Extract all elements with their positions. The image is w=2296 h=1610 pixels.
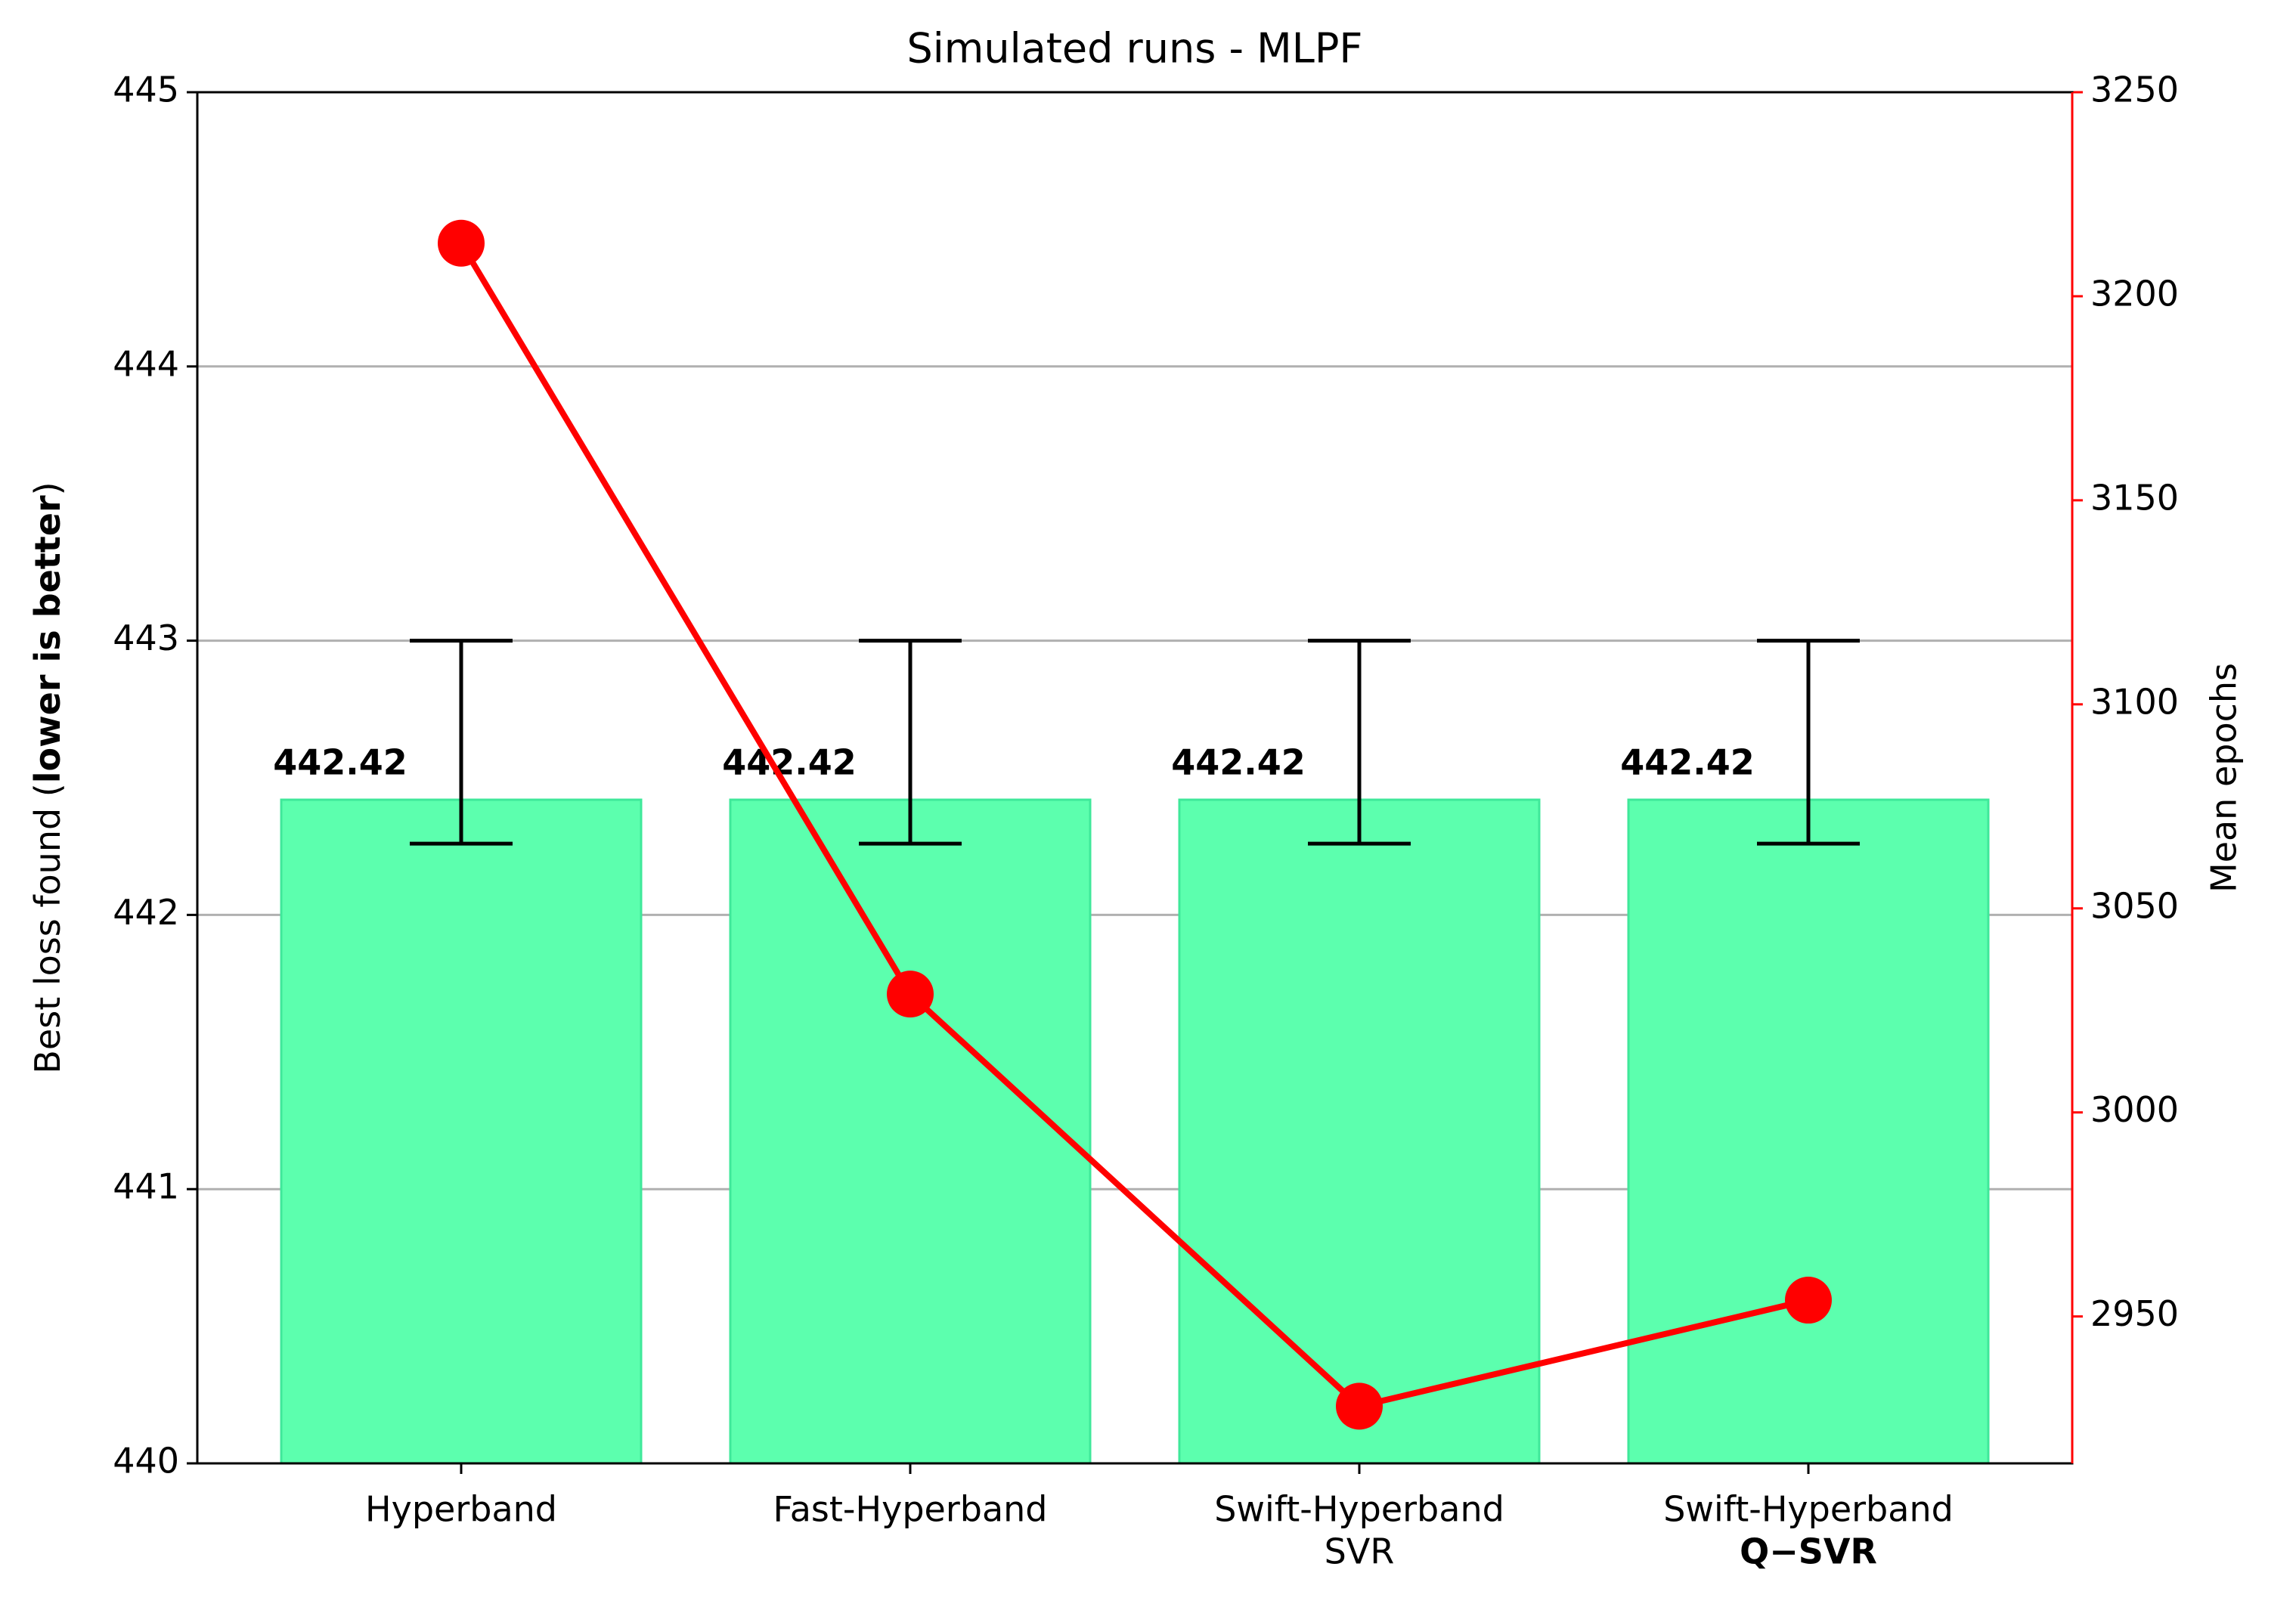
y2-tick-label: 3050 (2090, 885, 2179, 926)
bar (280, 798, 643, 1465)
y-tick-label: 441 (113, 1166, 179, 1207)
bar (729, 798, 1092, 1465)
x-tick-label: Swift-Hyperband (1214, 1489, 1504, 1530)
x-tick-sublabel: Q−SVR (1740, 1531, 1877, 1572)
chart-title: Simulated runs - MLPF (907, 25, 1363, 73)
y2-tick-label: 3200 (2090, 273, 2179, 314)
y2-tick-label: 3250 (2090, 70, 2179, 110)
y2-tick-label: 3000 (2090, 1089, 2179, 1130)
marker (1785, 1277, 1832, 1324)
marker (438, 219, 485, 267)
y-label-start: Best loss found ( (27, 783, 68, 1073)
line (458, 241, 1809, 1410)
y2-axis-label: Mean epochs (2204, 663, 2245, 893)
x-tick-sublabel: SVR (1325, 1531, 1395, 1572)
bar (1178, 798, 1541, 1465)
y2-tick-label: 2950 (2090, 1293, 2179, 1334)
value-label: 442.42 (722, 742, 857, 783)
y-label-end: ) (27, 481, 68, 495)
value-label: 442.42 (1620, 742, 1755, 783)
x-tick-label: Fast-Hyperband (773, 1489, 1048, 1530)
marker (887, 971, 934, 1018)
y-tick-label: 444 (113, 343, 179, 384)
y-tick-label: 442 (113, 892, 179, 933)
value-label: 442.42 (1171, 742, 1306, 783)
y-label-bold: lower is better (27, 495, 68, 783)
y2-tick-label: 3100 (2090, 681, 2179, 722)
y-tick-label: 443 (113, 618, 179, 658)
x-tick-label: Hyperband (365, 1489, 557, 1530)
y-tick-label: 445 (113, 70, 179, 110)
y-axis-label: Best loss found (lower is better) (27, 481, 68, 1073)
value-label: 442.42 (273, 742, 407, 783)
marker (1336, 1382, 1383, 1430)
bar (1627, 798, 1990, 1465)
y-tick-label: 440 (113, 1441, 179, 1482)
x-tick-label: Swift-Hyperband (1663, 1489, 1954, 1530)
y2-tick-label: 3150 (2090, 477, 2179, 518)
